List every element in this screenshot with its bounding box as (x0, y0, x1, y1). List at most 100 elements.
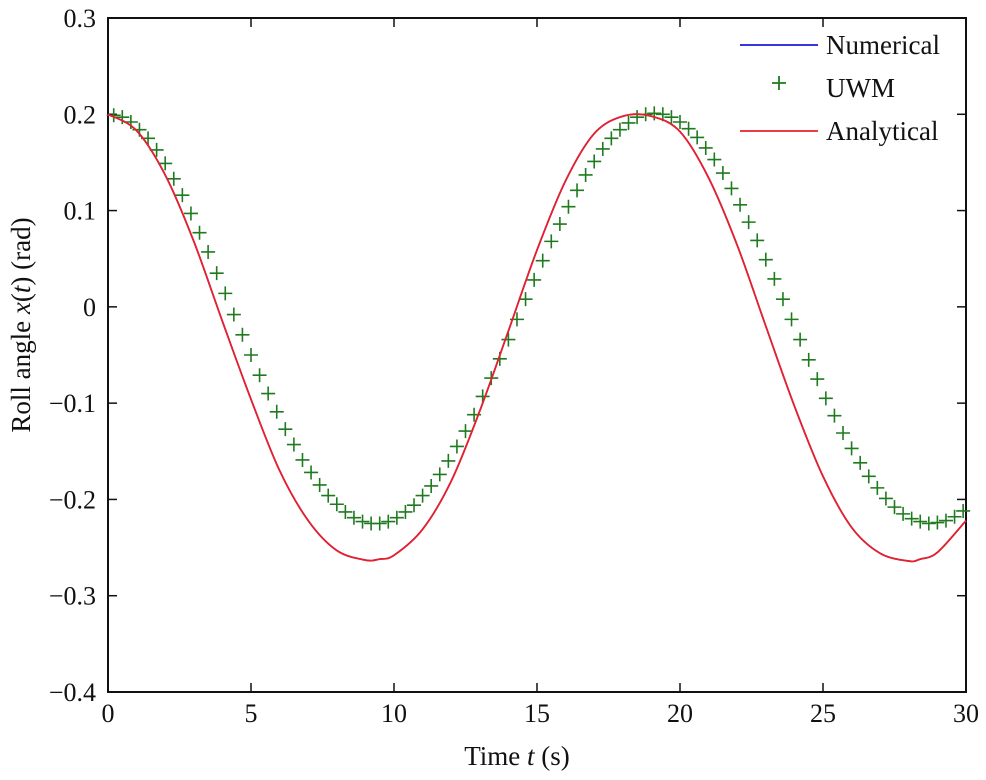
uwm-marker (201, 244, 216, 259)
uwm-marker (458, 424, 473, 439)
uwm-marker (750, 233, 765, 248)
uwm-marker (733, 197, 748, 212)
axis-label-part: t (6, 284, 36, 293)
uwm-marker (921, 516, 936, 531)
legend-label-analytical: Analytical (826, 116, 938, 146)
uwm-marker (878, 491, 893, 506)
uwm-marker (775, 292, 790, 307)
uwm-marker (381, 514, 396, 529)
uwm-marker (707, 152, 722, 167)
uwm-marker (793, 332, 808, 347)
uwm-marker (595, 141, 610, 156)
uwm-marker (415, 488, 430, 503)
uwm-marker (424, 478, 439, 493)
uwm-marker (252, 368, 267, 383)
uwm-marker (235, 327, 250, 342)
uwm-marker (853, 455, 868, 470)
axis-label-part: ) (rad) (6, 217, 36, 285)
axis-label-part: (s) (535, 741, 570, 771)
axis-label-part: Roll angle (6, 314, 36, 432)
uwm-marker (887, 500, 902, 515)
uwm-marker (861, 469, 876, 484)
uwm-marker (304, 465, 319, 480)
legend-swatch-uwm (772, 76, 786, 90)
x-axis-label: Time t (s) (464, 741, 570, 771)
uwm-marker (810, 372, 825, 387)
y-tick-label: −0.1 (49, 389, 96, 418)
uwm-marker (578, 167, 593, 182)
uwm-marker (621, 115, 636, 130)
uwm-marker (544, 234, 559, 249)
uwm-marker (698, 140, 713, 155)
uwm-marker (518, 292, 533, 307)
uwm-marker (570, 183, 585, 198)
series-line-analytical (107, 113, 967, 563)
uwm-marker (535, 253, 550, 268)
legend: Numerical UWM Analytical (740, 30, 940, 146)
uwm-marker (441, 453, 456, 468)
uwm-marker (947, 509, 962, 524)
y-tick-label: −0.4 (49, 678, 96, 707)
uwm-marker (938, 513, 953, 528)
uwm-marker (158, 156, 173, 171)
uwm-marker (904, 511, 919, 526)
uwm-marker (321, 488, 336, 503)
uwm-marker (346, 510, 361, 525)
uwm-marker (561, 199, 576, 214)
uwm-marker (209, 266, 224, 281)
y-tick-label: 0 (83, 293, 96, 322)
uwm-marker (587, 154, 602, 169)
uwm-marker (218, 286, 233, 301)
uwm-marker (681, 121, 696, 136)
uwm-marker (432, 467, 447, 482)
uwm-marker (244, 348, 258, 362)
uwm-marker (913, 514, 928, 529)
x-tick-label: 0 (102, 699, 115, 728)
uwm-marker (389, 510, 404, 525)
y-axis-label: Roll angle x(t) (rad) (6, 217, 36, 432)
uwm-marker (647, 106, 662, 121)
uwm-marker (261, 386, 276, 401)
y-tick-label: 0.3 (64, 4, 97, 33)
uwm-marker (355, 514, 370, 529)
series-markers-uwm (106, 106, 971, 531)
uwm-marker (690, 130, 705, 145)
uwm-marker (741, 215, 756, 230)
uwm-marker (192, 225, 207, 240)
y-tick-label: −0.2 (49, 485, 96, 514)
uwm-marker (784, 312, 799, 327)
uwm-marker (673, 114, 687, 129)
uwm-marker (183, 206, 198, 221)
axis-label-part: Time (464, 741, 527, 771)
uwm-marker (527, 272, 542, 287)
uwm-marker (664, 110, 679, 125)
legend-label-numerical: Numerical (826, 30, 940, 60)
x-tick-label: 30 (953, 699, 979, 728)
y-tick-label: −0.3 (49, 582, 96, 611)
uwm-marker (115, 110, 130, 125)
uwm-marker (827, 408, 842, 423)
axis-label-part: ( (6, 293, 36, 302)
uwm-marker (724, 181, 739, 196)
uwm-marker (449, 439, 464, 454)
uwm-marker (836, 425, 851, 440)
y-tick-label: 0.2 (64, 100, 97, 129)
uwm-marker (630, 110, 645, 125)
uwm-marker (329, 497, 344, 512)
y-tick-label: 0.1 (64, 197, 97, 226)
uwm-marker (372, 516, 387, 531)
legend-label-uwm: UWM (826, 73, 895, 103)
uwm-marker (295, 452, 310, 467)
uwm-marker (269, 404, 284, 419)
x-tick-label: 25 (810, 699, 836, 728)
uwm-marker (930, 515, 945, 530)
x-tick-label: 5 (245, 699, 258, 728)
x-tick-label: 15 (524, 699, 550, 728)
uwm-marker (338, 504, 353, 519)
uwm-marker (956, 503, 971, 518)
axis-ticks: 0 5 10 15 20 25 30 −0.4 −0.3 −0.2 −0.1 0 0.1 0.2 0.3 (49, 4, 979, 728)
uwm-marker (715, 166, 730, 181)
x-tick-label: 20 (667, 699, 693, 728)
uwm-marker (286, 437, 301, 452)
uwm-marker (175, 188, 190, 203)
